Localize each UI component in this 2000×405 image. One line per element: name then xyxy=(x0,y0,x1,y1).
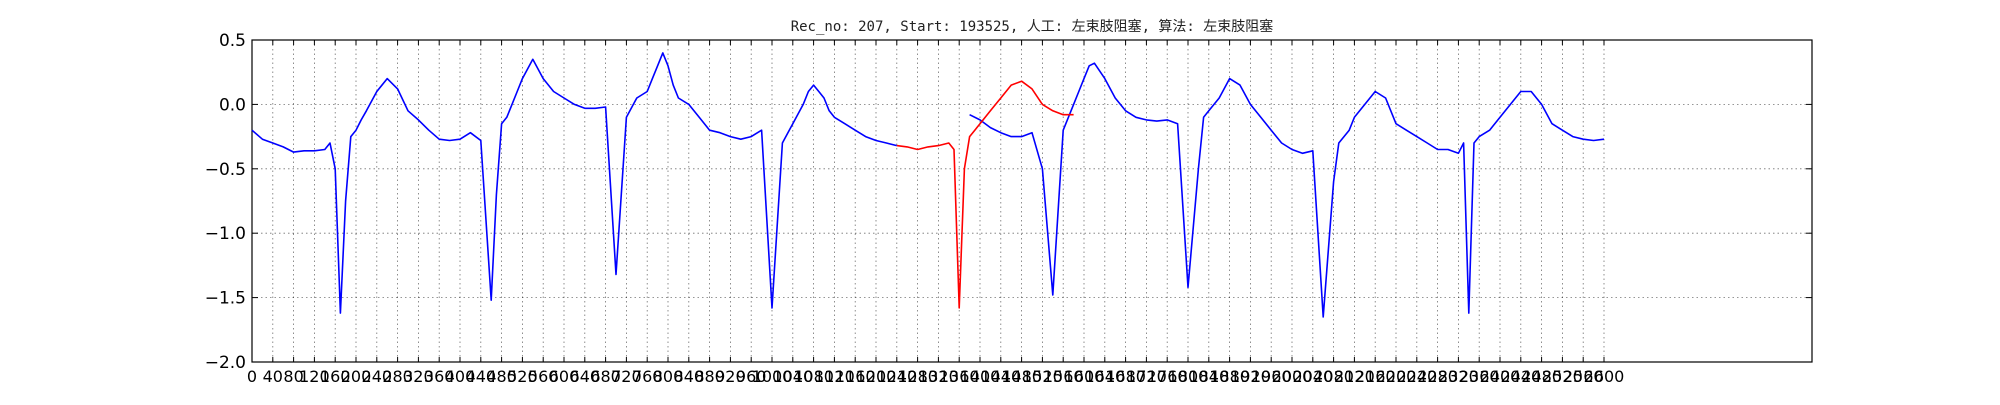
x-tick-label: 280 xyxy=(382,367,413,386)
x-tick-label: 1520 xyxy=(1022,367,1063,386)
y-tick-label: 0.0 xyxy=(219,95,246,115)
x-tick-label: 2400 xyxy=(1480,367,1521,386)
x-tick-label: 2000 xyxy=(1272,367,1313,386)
x-tick-label: 1360 xyxy=(939,367,980,386)
x-tick-label: 1160 xyxy=(835,367,876,386)
x-tick-label: 2280 xyxy=(1417,367,1458,386)
x-tick-label: 480 xyxy=(486,367,517,386)
x-tick-label: 1000 xyxy=(752,367,793,386)
x-tick-label: 2080 xyxy=(1313,367,1354,386)
x-tick-label: 80 xyxy=(283,367,303,386)
y-tick-label: −2.0 xyxy=(205,353,246,373)
series-0-line-segment xyxy=(969,62,1605,318)
x-tick-label: 440 xyxy=(466,367,497,386)
x-tick-label: 520 xyxy=(507,367,538,386)
x-tick-label: 1960 xyxy=(1251,367,1292,386)
x-tick-label: 160 xyxy=(320,367,351,386)
x-tick-label: 2240 xyxy=(1396,367,1437,386)
x-tick-label: 2360 xyxy=(1459,367,1500,386)
x-tick-label: 1760 xyxy=(1147,367,1188,386)
chart-title: Rec_no: 207, Start: 193525, 人工: 左束肢阻塞, 算… xyxy=(790,19,1274,35)
x-tick-label: 880 xyxy=(694,367,725,386)
x-tick-label: 1120 xyxy=(814,367,855,386)
x-tick-label: 640 xyxy=(570,367,601,386)
y-tick-label: −1.0 xyxy=(205,224,246,244)
x-tick-label: 0 xyxy=(247,367,257,386)
y-tick-label: −1.5 xyxy=(205,289,246,309)
x-tick-label: 760 xyxy=(632,367,663,386)
x-tick-label: 2320 xyxy=(1438,367,1479,386)
x-tick-label: 1560 xyxy=(1043,367,1084,386)
x-tick-label: 1280 xyxy=(897,367,938,386)
x-tick-label: 1880 xyxy=(1209,367,1250,386)
x-tick-label: 1640 xyxy=(1084,367,1125,386)
x-tick-label: 2120 xyxy=(1334,367,1375,386)
series-0-line-segment xyxy=(251,52,897,314)
x-tick-label: 40 xyxy=(263,367,283,386)
x-tick-label: 240 xyxy=(362,367,393,386)
x-tick-label: 720 xyxy=(611,367,642,386)
x-tick-label: 1200 xyxy=(856,367,897,386)
x-tick-label: 1920 xyxy=(1230,367,1271,386)
x-tick-label: 1040 xyxy=(772,367,813,386)
x-tick-label: 2560 xyxy=(1563,367,1604,386)
x-tick-label: 1720 xyxy=(1126,367,1167,386)
x-tick-label: 1680 xyxy=(1105,367,1146,386)
x-tick-label: 1480 xyxy=(1001,367,1042,386)
x-tick-label: 200 xyxy=(341,367,372,386)
x-tick-label: 1800 xyxy=(1168,367,1209,386)
x-tick-label: 1400 xyxy=(960,367,1001,386)
x-tick-label: 2040 xyxy=(1292,367,1333,386)
x-tick-label: 2520 xyxy=(1542,367,1583,386)
series-1-line-segment xyxy=(896,80,1074,309)
x-tick-label: 920 xyxy=(715,367,746,386)
x-tick-label: 120 xyxy=(299,367,330,386)
x-tick-label: 400 xyxy=(445,367,476,386)
x-tick-label: 560 xyxy=(528,367,559,386)
x-tick-label: 2200 xyxy=(1376,367,1417,386)
x-tick-label: 1440 xyxy=(980,367,1021,386)
x-tick-label: 320 xyxy=(403,367,434,386)
x-tick-label: 360 xyxy=(424,367,455,386)
x-tick-label: 2480 xyxy=(1521,367,1562,386)
y-tick-label: −0.5 xyxy=(205,160,246,180)
x-tick-label: 2160 xyxy=(1355,367,1396,386)
x-tick-label: 1240 xyxy=(876,367,917,386)
x-tick-label: 1320 xyxy=(918,367,959,386)
x-tick-label: 960 xyxy=(736,367,767,386)
x-tick-label: 1080 xyxy=(793,367,834,386)
x-tick-label: 2440 xyxy=(1500,367,1541,386)
x-tick-label: 680 xyxy=(590,367,621,386)
x-tick-label: 840 xyxy=(674,367,705,386)
x-tick-label: 800 xyxy=(653,367,684,386)
y-tick-label: 0.5 xyxy=(219,31,246,51)
axes-frame xyxy=(251,39,1813,363)
x-tick-label: 1840 xyxy=(1188,367,1229,386)
x-tick-label: 1600 xyxy=(1064,367,1105,386)
x-tick-label: 2600 xyxy=(1584,367,1625,386)
x-tick-label: 600 xyxy=(549,367,580,386)
